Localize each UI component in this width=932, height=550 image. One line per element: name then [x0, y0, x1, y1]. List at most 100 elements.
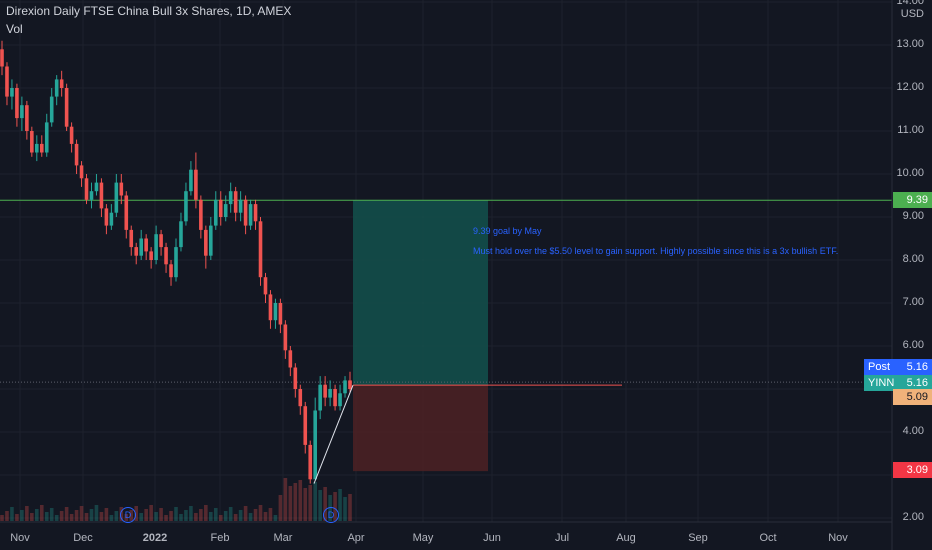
candle[interactable] [174, 238, 178, 282]
candle[interactable] [333, 384, 337, 411]
candle[interactable] [273, 298, 278, 329]
candle[interactable] [238, 191, 243, 222]
candle[interactable] [139, 229, 143, 260]
last-price-tag: 5.16 [896, 375, 932, 391]
candle[interactable] [263, 272, 268, 303]
volume-bars [0, 478, 352, 521]
annotation-support[interactable]: Must hold over the $5.50 level to gain s… [473, 246, 839, 256]
volume-bar [44, 512, 49, 521]
candle[interactable] [179, 212, 183, 252]
candle[interactable] [109, 204, 114, 230]
volume-bar [30, 513, 34, 521]
candle[interactable] [84, 174, 89, 205]
candle[interactable] [49, 88, 54, 127]
candle[interactable] [5, 62, 9, 106]
candle[interactable] [159, 229, 163, 256]
candle[interactable] [278, 298, 283, 334]
candle[interactable] [0, 40, 4, 76]
candle[interactable] [213, 191, 218, 230]
candle[interactable] [204, 225, 208, 269]
candle[interactable] [164, 242, 168, 273]
candle[interactable] [114, 174, 119, 217]
candle[interactable] [25, 100, 29, 140]
volume-bar [59, 511, 64, 521]
candle[interactable] [20, 96, 24, 131]
time-label: Apr [347, 532, 365, 544]
candle[interactable] [293, 363, 298, 398]
candle[interactable] [318, 376, 322, 420]
candle[interactable] [74, 139, 79, 174]
candle[interactable] [104, 204, 109, 235]
candle[interactable] [154, 225, 158, 265]
candle[interactable] [169, 260, 173, 286]
volume-bar [149, 505, 153, 521]
candle[interactable] [39, 135, 44, 157]
time-label: Dec [73, 532, 93, 544]
dividend-badge-2[interactable]: D [323, 507, 339, 523]
candle[interactable] [228, 182, 233, 213]
volume-indicator-label[interactable]: Vol [6, 22, 23, 36]
candle[interactable] [283, 320, 288, 359]
profit-zone[interactable] [353, 200, 488, 386]
candle[interactable] [10, 79, 14, 110]
candle[interactable] [59, 70, 64, 97]
candle[interactable] [54, 75, 59, 106]
candle[interactable] [44, 113, 49, 157]
candle[interactable] [313, 397, 317, 480]
candle[interactable] [209, 217, 213, 260]
trend-line[interactable] [313, 384, 354, 484]
candle[interactable] [248, 199, 253, 230]
candle[interactable] [308, 440, 313, 484]
candle[interactable] [149, 247, 153, 269]
volume-bar [154, 512, 158, 521]
candle[interactable] [298, 384, 303, 415]
candle[interactable] [268, 290, 273, 329]
candle[interactable] [30, 126, 34, 157]
volume-bar [74, 510, 79, 521]
candle[interactable] [288, 346, 293, 377]
candle[interactable] [194, 152, 198, 209]
candle[interactable] [15, 83, 19, 127]
candle[interactable] [89, 182, 94, 209]
candle[interactable] [323, 376, 327, 407]
candle[interactable] [184, 182, 188, 226]
loss-zone[interactable] [353, 385, 488, 472]
candle[interactable] [144, 234, 148, 260]
candle[interactable] [79, 161, 84, 187]
candle[interactable] [99, 178, 104, 217]
volume-bar [318, 490, 322, 521]
candle[interactable] [258, 217, 263, 286]
candle[interactable] [243, 195, 248, 235]
candle[interactable] [218, 191, 223, 226]
volume-bar [174, 507, 178, 521]
candle[interactable] [223, 195, 228, 222]
annotation-goal[interactable]: 9.39 goal by May [473, 226, 542, 236]
candle[interactable] [129, 225, 134, 256]
candle[interactable] [94, 174, 99, 196]
volume-bar [308, 485, 313, 521]
volume-bar [209, 512, 213, 521]
candle[interactable] [64, 83, 69, 131]
candle[interactable] [233, 186, 238, 222]
candle[interactable] [119, 174, 124, 205]
candle[interactable] [189, 161, 193, 196]
candle[interactable] [343, 376, 347, 398]
currency-label[interactable]: USD [900, 8, 924, 20]
candle[interactable] [253, 199, 258, 230]
candle[interactable] [124, 191, 129, 239]
candle[interactable] [328, 380, 332, 407]
dividend-badge-1[interactable]: D [120, 507, 136, 523]
volume-bar [189, 506, 193, 521]
volume-bar [343, 497, 347, 521]
candle[interactable] [35, 135, 39, 162]
post-price-tag: 5.16 [896, 359, 932, 375]
candle[interactable] [199, 195, 203, 239]
candle[interactable] [338, 384, 342, 411]
candle[interactable] [348, 371, 352, 394]
candle[interactable] [303, 401, 308, 454]
candle[interactable] [69, 122, 74, 153]
volume-bar [114, 511, 119, 521]
candle[interactable] [134, 242, 139, 265]
price-label: 4.00 [902, 425, 924, 437]
